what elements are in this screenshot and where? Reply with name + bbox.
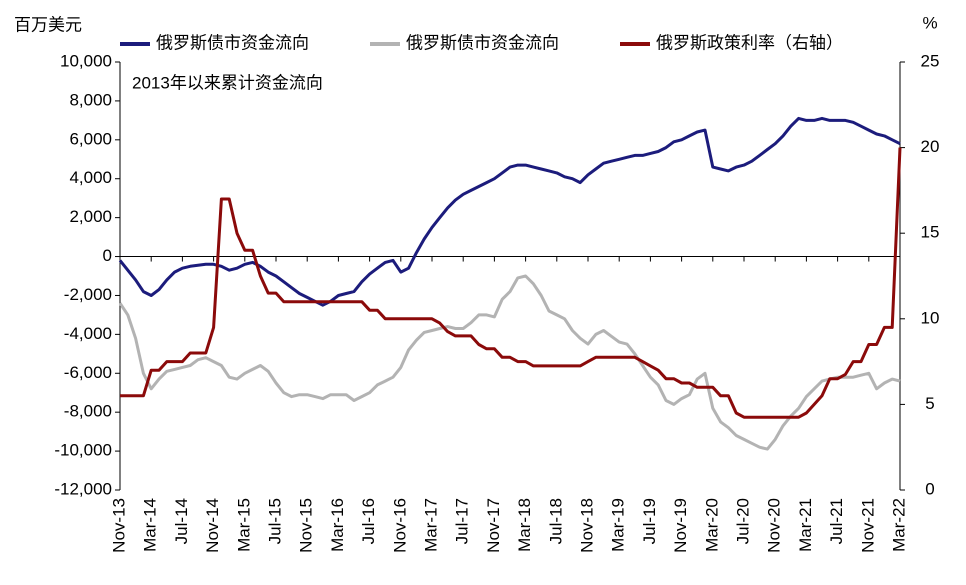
x-tick-label: Mar-18 [515,498,534,552]
x-tick-label: Nov-14 [203,498,222,553]
x-tick-label: Nov-21 [858,498,877,553]
y2-tick-label: 25 [921,51,940,70]
x-tick-label: Nov-16 [390,498,409,553]
series-line [120,147,902,419]
x-tick-label: Jul-19 [640,498,659,544]
x-tick-label: Jul-18 [546,498,565,544]
x-tick-label: Jul-15 [265,498,284,544]
y2-tick-label: 5 [925,394,934,413]
x-tick-label: Jul-16 [359,498,378,544]
x-tick-label: Jul-17 [453,498,472,544]
annotation: 2013年以来累计资金流向 [132,73,323,92]
y2-tick-label: 15 [921,223,940,242]
y-tick-label: -6,000 [64,363,112,382]
x-tick-label: Mar-14 [141,498,160,552]
x-tick-label: Jul-14 [172,498,191,544]
x-tick-label: Mar-19 [609,498,628,552]
x-tick-label: Jul-20 [733,498,752,544]
y-tick-label: 6,000 [69,129,112,148]
x-tick-label: Mar-22 [889,498,908,552]
series-line [118,274,901,451]
y2-axis-title: % [922,13,937,32]
y2-tick-label: 0 [925,479,934,498]
x-tick-label: Nov-13 [109,498,128,553]
x-tick-label: Jul-21 [827,498,846,544]
y-tick-label: -8,000 [64,402,112,421]
series-line [118,116,901,307]
y2-tick-label: 20 [921,137,940,156]
legend-label: 俄罗斯债市资金流向 [406,33,559,52]
x-tick-label: Nov-15 [297,498,316,553]
x-tick-label: Mar-16 [328,498,347,552]
y-tick-label: 8,000 [69,90,112,109]
x-tick-label: Mar-21 [796,498,815,552]
y-tick-label: -10,000 [54,441,112,460]
y-tick-label: -2,000 [64,285,112,304]
x-tick-label: Mar-20 [702,498,721,552]
y-tick-label: 4,000 [69,168,112,187]
y-tick-label: 2,000 [69,207,112,226]
x-tick-label: Mar-15 [234,498,253,552]
y-tick-label: -12,000 [54,479,112,498]
y-tick-label: 10,000 [60,51,112,70]
x-tick-label: Nov-20 [765,498,784,553]
legend-label: 俄罗斯债市资金流向 [156,33,309,52]
x-tick-label: Mar-17 [421,498,440,552]
y-tick-label: 0 [103,246,112,265]
x-tick-label: Nov-17 [484,498,503,553]
x-tick-label: Nov-18 [577,498,596,553]
y-axis-title: 百万美元 [14,15,82,34]
y2-tick-label: 10 [921,308,940,327]
y-tick-label: -4,000 [64,324,112,343]
legend-label: 俄罗斯政策利率（右轴） [656,33,843,52]
x-tick-label: Nov-19 [671,498,690,553]
